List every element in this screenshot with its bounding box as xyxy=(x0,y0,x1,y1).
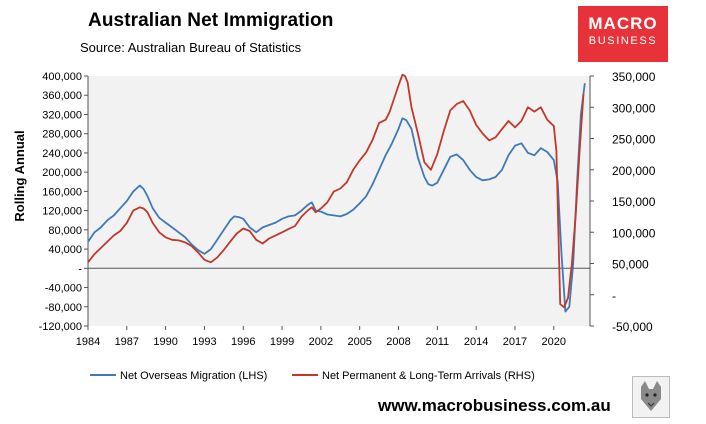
x-tick-label: 1984 xyxy=(76,336,100,348)
x-tick-label: 2005 xyxy=(347,336,371,348)
right-tick-label: - xyxy=(612,289,616,303)
right-tick-label: 100,000 xyxy=(612,226,656,240)
right-tick-label: 350,000 xyxy=(612,70,656,84)
legend: Net Overseas Migration (LHS) Net Permanen… xyxy=(90,370,535,382)
left-tick-label: 40,000 xyxy=(48,244,82,256)
x-tick-label: 2002 xyxy=(309,336,333,348)
left-tick-label: 80,000 xyxy=(48,225,82,237)
x-tick-label: 2020 xyxy=(542,336,566,348)
left-tick-label: -120,000 xyxy=(39,321,82,333)
left-tick-label: - xyxy=(78,263,82,275)
right-tick-label: -50,000 xyxy=(612,320,653,334)
series-lines xyxy=(87,73,586,313)
website-url[interactable]: www.macrobusiness.com.au xyxy=(378,396,611,415)
left-tick-label: 120,000 xyxy=(42,206,82,218)
right-tick-label: 300,000 xyxy=(612,101,656,115)
series-line-net-overseas-migration xyxy=(87,83,586,313)
x-tick-label: 1996 xyxy=(231,336,255,348)
left-tick-label: 280,000 xyxy=(42,129,82,141)
right-tick-label: 250,000 xyxy=(612,133,656,147)
legend-label: Net Overseas Migration (LHS) xyxy=(120,370,267,382)
x-tick-label: 2011 xyxy=(426,336,450,348)
macrobusiness-logo[interactable]: MACRO BUSINESS xyxy=(578,6,668,62)
left-tick-label: 240,000 xyxy=(42,148,82,160)
wolf-mascot-icon xyxy=(632,376,670,418)
plot-area xyxy=(88,76,590,326)
right-tick-label: 50,000 xyxy=(612,258,649,272)
logo-line-1: MACRO xyxy=(588,14,658,33)
left-tick-label: -80,000 xyxy=(45,302,82,314)
axes: 400,000 360,000 320,000 280,000 240,000 200,0… xyxy=(39,70,656,348)
right-tick-label: 200,000 xyxy=(612,164,656,178)
legend-label: Net Permanent & Long-Term Arrivals (RHS) xyxy=(322,370,535,382)
x-tick-label: 1999 xyxy=(270,336,294,348)
left-tick-label: 200,000 xyxy=(42,167,82,179)
x-tick-label: 2008 xyxy=(386,336,410,348)
chart-title: Australian Net Immigration xyxy=(88,10,334,31)
left-tick-label: 320,000 xyxy=(42,109,82,121)
y-axis-label: Rolling Annual xyxy=(12,130,27,221)
left-tick-label: 400,000 xyxy=(42,71,82,83)
left-tick-label: -40,000 xyxy=(45,283,82,295)
x-tick-label: 2017 xyxy=(503,336,527,348)
left-tick-label: 160,000 xyxy=(42,186,82,198)
x-tick-label: 2014 xyxy=(464,336,488,348)
right-tick-label: 150,000 xyxy=(612,195,656,209)
x-tick-label: 1993 xyxy=(192,336,216,348)
x-tick-label: 1987 xyxy=(115,336,139,348)
chart-source: Source: Australian Bureau of Statistics xyxy=(80,40,302,55)
logo-line-2: BUSINESS xyxy=(588,35,658,47)
x-tick-label: 1990 xyxy=(153,336,177,348)
left-tick-label: 360,000 xyxy=(42,90,82,102)
series-line-net-permanent-long-term-arrivals xyxy=(87,73,585,309)
